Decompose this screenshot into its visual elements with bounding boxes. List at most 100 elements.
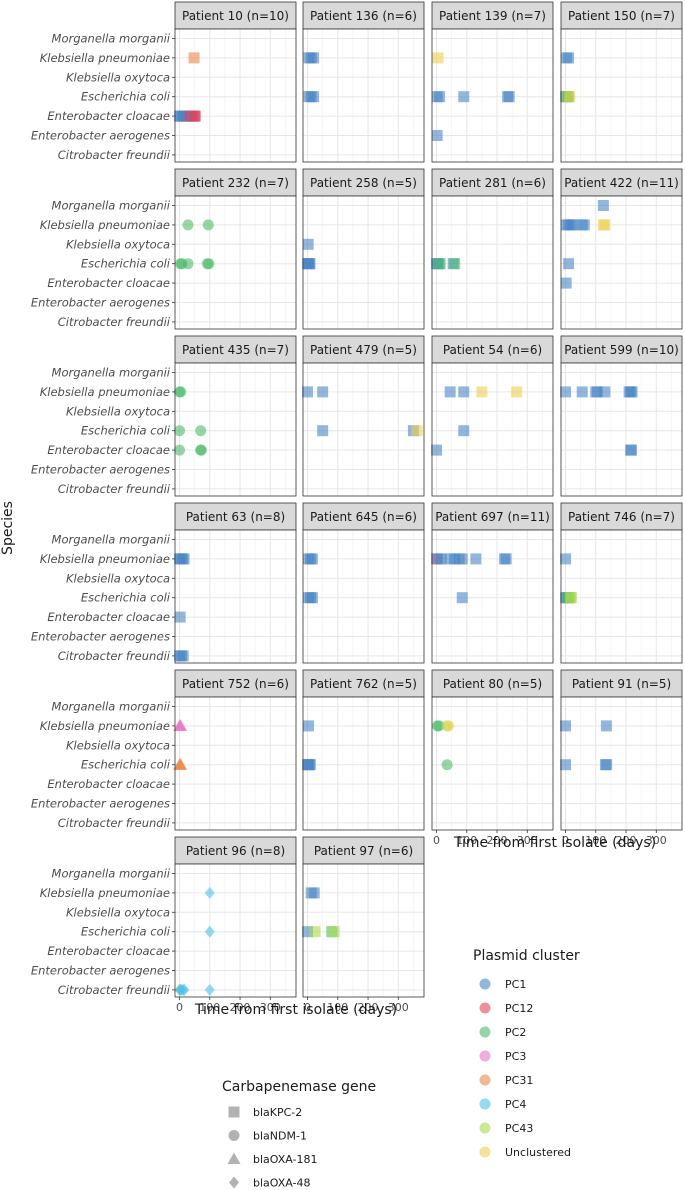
data-point xyxy=(591,386,603,398)
data-point xyxy=(433,720,445,732)
panel-border xyxy=(560,529,683,664)
data-point xyxy=(308,887,320,899)
legend-label: Unclustered xyxy=(505,1146,571,1159)
facet-strip-label: Patient 91 (n=5) xyxy=(572,677,671,691)
facet-strip xyxy=(302,168,425,197)
legend-key-circle xyxy=(479,978,491,990)
y-axis-title: Species xyxy=(0,501,16,555)
panel-border xyxy=(560,28,683,163)
species-tick-label: Klebsiella pneumoniae xyxy=(40,385,170,399)
plot-background xyxy=(175,864,296,997)
facet-panel: Patient 258 (n=5) xyxy=(302,168,425,330)
data-point xyxy=(302,926,314,938)
panel-border xyxy=(560,696,683,831)
data-point xyxy=(202,219,214,231)
data-point xyxy=(432,553,444,565)
facet-panel: Patient 697 (n=11) xyxy=(431,502,554,664)
facet-strip-label: Patient 258 (n=5) xyxy=(310,176,417,190)
facet-panel: Patient 91 (n=5) 0 100 200 300 xyxy=(560,669,683,847)
x-tick-label: 100 xyxy=(585,834,606,847)
panel-border xyxy=(431,529,554,664)
species-tick-label: Enterobacter cloacae xyxy=(47,610,170,624)
panel-border xyxy=(302,863,425,998)
legend-label: blaNDM-1 xyxy=(253,1130,307,1143)
legend-label: blaOXA-181 xyxy=(253,1153,318,1166)
plot-background xyxy=(432,29,553,162)
facet-strip-label: Patient 96 (n=8) xyxy=(186,844,285,858)
panel-border xyxy=(431,28,554,163)
facet-strip xyxy=(560,502,683,531)
facet-panel: Patient 479 (n=5) xyxy=(302,335,425,497)
data-point xyxy=(456,592,468,604)
facet-panel: Patient 63 (n=8) Morganella morganii Klebs… xyxy=(31,502,297,664)
facet-panel: Patient 281 (n=6) xyxy=(431,168,554,330)
plot-background xyxy=(561,697,682,830)
species-tick-label: Enterobacter cloacae xyxy=(47,109,170,123)
facet-strip xyxy=(431,168,554,197)
plot-background xyxy=(303,697,424,830)
facet-strip xyxy=(302,502,425,531)
facet-strip-label: Patient 435 (n=7) xyxy=(182,343,289,357)
plot-background xyxy=(561,530,682,663)
species-tick-label: Citrobacter freundii xyxy=(58,482,171,496)
facet-strip-label: Patient 479 (n=5) xyxy=(310,343,417,357)
data-point xyxy=(431,444,443,456)
data-point xyxy=(576,386,588,398)
panel-border xyxy=(560,195,683,330)
legend-key-circle xyxy=(479,1074,491,1086)
species-tick-label: Citrobacter freundii xyxy=(58,816,171,830)
data-point xyxy=(308,52,320,64)
panel-border xyxy=(174,28,297,163)
x-axis-title: Time from first isolate (days) xyxy=(194,1002,397,1018)
species-tick-label: Klebsiella pneumoniae xyxy=(40,552,170,566)
data-point xyxy=(431,130,443,141)
panel-border xyxy=(174,195,297,330)
x-tick-label: 0 xyxy=(433,834,440,847)
facet-strip xyxy=(560,1,683,30)
species-tick-label: Klebsiella oxytoca xyxy=(66,571,170,585)
data-point xyxy=(308,91,320,103)
panel-border xyxy=(560,362,683,497)
facet-panel: Patient 599 (n=10) xyxy=(560,335,683,497)
gene-legend-title: Carbapenemase gene xyxy=(222,1079,376,1095)
species-tick-label: Enterobacter aerogenes xyxy=(31,129,170,143)
plot-background xyxy=(432,530,553,663)
panel-border xyxy=(302,529,425,664)
data-point xyxy=(174,758,188,770)
data-point xyxy=(189,110,201,122)
species-tick-label: Enterobacter cloacae xyxy=(47,443,170,457)
data-point xyxy=(566,592,578,604)
data-point xyxy=(306,592,318,604)
species-tick-label: Citrobacter freundii xyxy=(58,148,171,162)
legend-key-circle xyxy=(479,1122,491,1134)
facet-strip-label: Patient 752 (n=6) xyxy=(182,677,289,691)
data-point xyxy=(195,425,207,437)
species-tick-label: Morganella morganii xyxy=(52,199,171,213)
legend-key-circle xyxy=(479,1098,491,1110)
panel-border xyxy=(431,696,554,831)
species-tick-label: Klebsiella oxytoca xyxy=(66,404,170,418)
species-tick-label: Klebsiella oxytoca xyxy=(66,905,170,919)
data-point xyxy=(456,553,468,565)
facet-strip-label: Patient 746 (n=7) xyxy=(568,510,675,524)
species-tick-label: Escherichia coli xyxy=(81,424,171,438)
x-tick-label: 300 xyxy=(388,1001,409,1014)
facet-strip xyxy=(431,335,554,364)
facet-strip xyxy=(560,669,683,698)
facet-strip-label: Patient 80 (n=5) xyxy=(443,677,542,691)
species-tick-label: Enterobacter cloacae xyxy=(47,777,170,791)
facet-strip-label: Patient 762 (n=5) xyxy=(310,677,417,691)
species-tick-label: Klebsiella pneumoniae xyxy=(40,886,170,900)
legend-key-circle xyxy=(479,1026,491,1038)
facet-strip xyxy=(302,1,425,30)
data-point xyxy=(434,91,446,103)
species-tick-label: Klebsiella pneumoniae xyxy=(40,218,170,232)
panel-border xyxy=(431,362,554,497)
facet-strip xyxy=(174,836,297,865)
data-point xyxy=(304,258,316,270)
data-point xyxy=(411,425,423,437)
data-point xyxy=(441,759,453,771)
facet-strip xyxy=(560,168,683,197)
data-point xyxy=(458,91,470,103)
data-point xyxy=(560,720,572,732)
